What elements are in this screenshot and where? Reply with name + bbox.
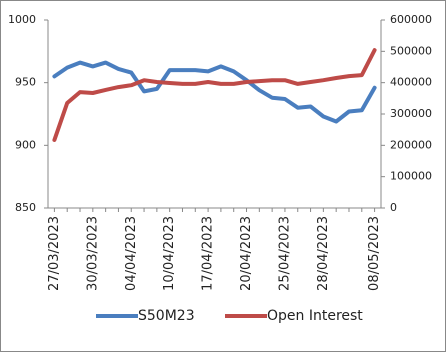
series-line bbox=[52, 60, 377, 124]
y2-tick-label: 300000 bbox=[390, 107, 432, 120]
y-tick-label: 850 bbox=[15, 201, 36, 214]
y-tick-label: 900 bbox=[15, 138, 36, 151]
x-tick-label: 04/04/2023 bbox=[124, 216, 139, 291]
y-tick-label: 1000 bbox=[8, 13, 36, 26]
x-tick-label: 20/04/2023 bbox=[239, 216, 254, 291]
x-tick-label: 30/03/2023 bbox=[85, 216, 100, 291]
y2-tick-label: 200000 bbox=[390, 138, 432, 151]
y2-tick-label: 500000 bbox=[390, 44, 432, 57]
x-tick-label: 10/04/2023 bbox=[162, 216, 177, 291]
x-tick-label: 17/04/2023 bbox=[201, 216, 216, 291]
y-tick-label: 950 bbox=[15, 76, 36, 89]
x-tick-label: 25/04/2023 bbox=[277, 216, 292, 291]
y2-tick-label: 100000 bbox=[390, 170, 432, 183]
legend-label: S50M23 bbox=[138, 308, 195, 324]
y2-tick-label: 400000 bbox=[390, 76, 432, 89]
y2-tick-label: 0 bbox=[390, 201, 397, 214]
x-tick-label: 27/03/2023 bbox=[47, 216, 62, 291]
x-tick-label: 28/04/2023 bbox=[316, 216, 331, 291]
y2-tick-label: 600000 bbox=[390, 13, 432, 26]
series-line bbox=[52, 48, 377, 142]
x-tick-label: 08/05/2023 bbox=[367, 216, 382, 291]
legend-label: Open Interest bbox=[267, 308, 363, 324]
